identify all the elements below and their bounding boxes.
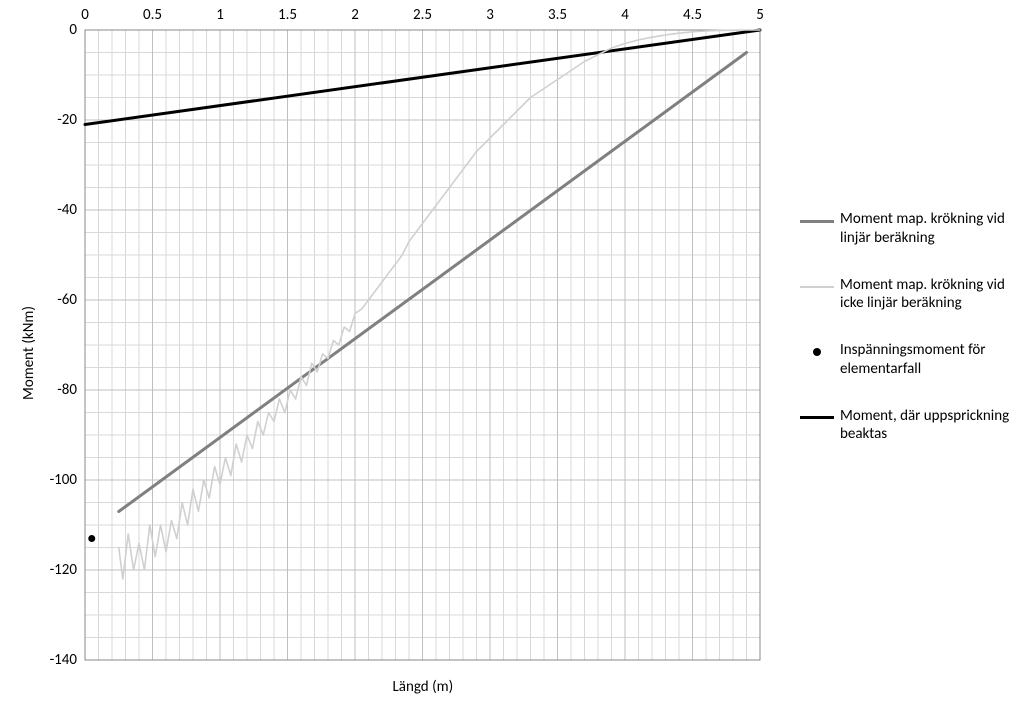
- legend-dot-icon: [800, 345, 834, 359]
- legend-line-icon: [800, 280, 834, 294]
- x-tick-label: 2: [351, 6, 359, 24]
- legend-line-icon: [800, 411, 834, 425]
- x-tick-label: 4.5: [683, 6, 702, 24]
- y-tick-label: -60: [35, 291, 77, 309]
- legend-label: Moment map. krökning vid icke linjär ber…: [840, 276, 1024, 314]
- x-tick-label: 3: [486, 6, 494, 24]
- x-tick-label: 1: [216, 6, 224, 24]
- y-tick-label: 0: [35, 21, 77, 39]
- legend-item: Moment, där uppsprickning beaktas: [800, 407, 1024, 445]
- legend-label: Moment map. krökning vid linjär beräknin…: [840, 210, 1024, 248]
- x-tick-label: 4: [621, 6, 629, 24]
- legend-label: Moment, där uppsprickning beaktas: [840, 407, 1024, 445]
- marker-elementarfall: [88, 535, 95, 542]
- moment-chart: -140 -120 -100 -80 -60 -40 -20 0 0 0.5 1 1.5 2 2.5 3 3…: [0, 0, 1024, 709]
- x-tick-label: 0: [81, 6, 89, 24]
- y-tick-label: -120: [35, 561, 77, 579]
- x-tick-label: 5: [756, 6, 764, 24]
- y-axis-title: Moment (kNm): [20, 306, 38, 400]
- y-tick-label: -80: [35, 381, 77, 399]
- y-tick-label: -20: [35, 111, 77, 129]
- legend-item: Moment map. krökning vid icke linjär ber…: [800, 276, 1024, 314]
- x-tick-label: 1.5: [278, 6, 297, 24]
- x-axis-title: Längd (m): [393, 678, 454, 696]
- legend-line-icon: [800, 214, 834, 228]
- x-tick-label: 3.5: [548, 6, 567, 24]
- legend-item: Inspänningsmoment för elementarfall: [800, 341, 1024, 379]
- x-tick-label: 2.5: [413, 6, 432, 24]
- x-tick-label: 0.5: [143, 6, 162, 24]
- legend-item: Moment map. krökning vid linjär beräknin…: [800, 210, 1024, 248]
- legend-label: Inspänningsmoment för elementarfall: [840, 341, 1024, 379]
- y-tick-label: -100: [35, 471, 77, 489]
- legend: Moment map. krökning vid linjär beräknin…: [800, 210, 1024, 472]
- y-tick-label: -40: [35, 201, 77, 219]
- y-tick-label: -140: [35, 651, 77, 669]
